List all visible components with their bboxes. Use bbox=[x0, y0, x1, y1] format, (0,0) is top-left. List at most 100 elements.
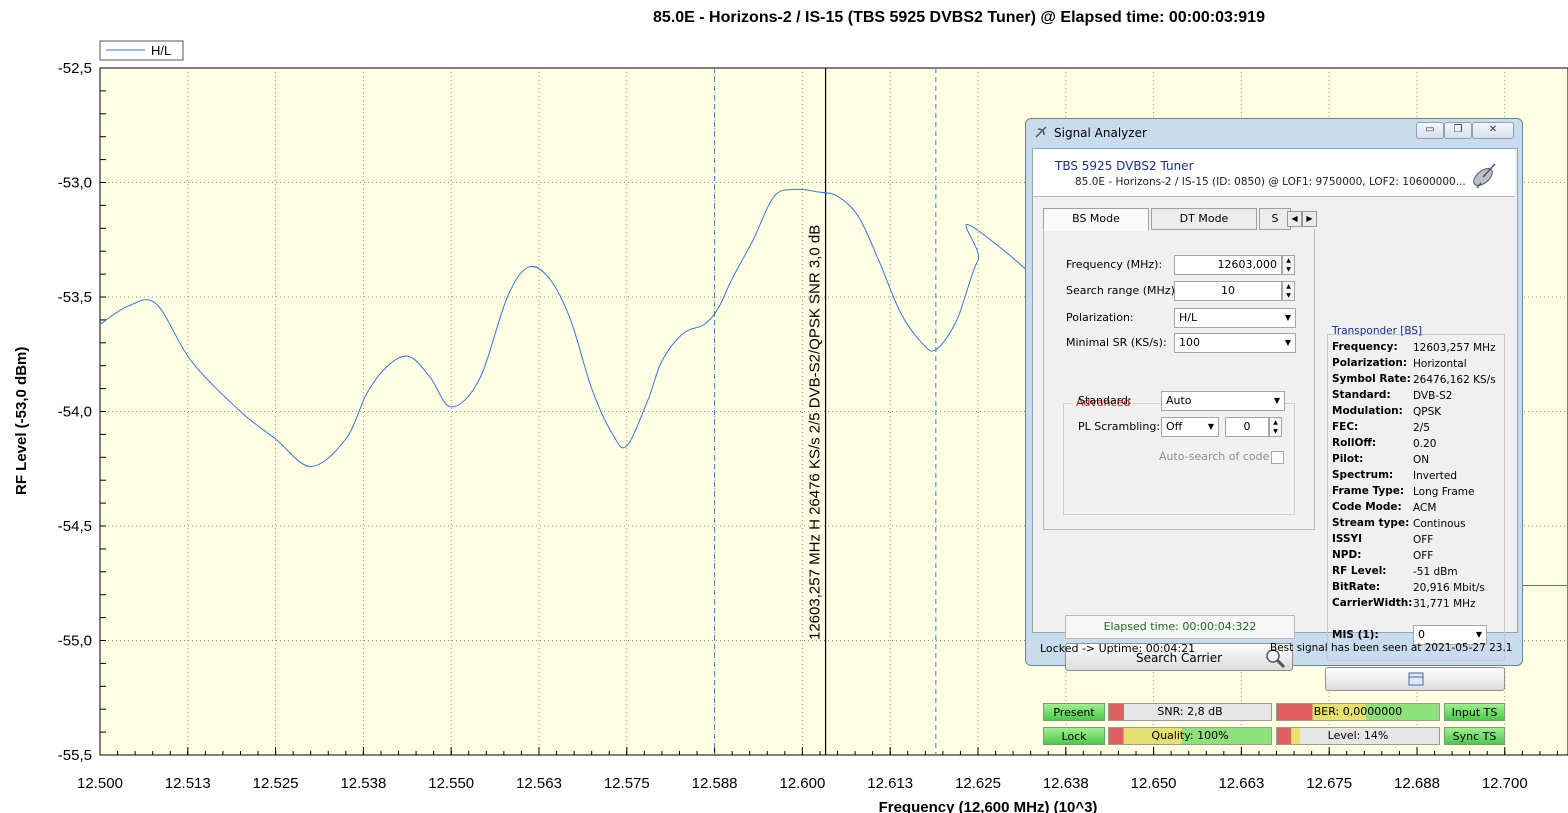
snr-bar: SNR: 2,8 dB bbox=[1108, 703, 1272, 721]
chevron-down-icon: ▼ bbox=[1475, 630, 1482, 639]
mis-label: MIS (1): bbox=[1332, 629, 1379, 641]
search-range-spinner[interactable]: ▲ ▼ bbox=[1282, 281, 1295, 301]
transponder-value: Horizontal bbox=[1413, 358, 1467, 370]
transponder-key: Frequency: bbox=[1332, 341, 1398, 353]
transponder-value: Continous bbox=[1413, 518, 1466, 530]
mis-select[interactable]: 0 ▼ bbox=[1413, 625, 1487, 645]
pl-scrambling-mode: Off bbox=[1166, 420, 1183, 433]
close-button[interactable]: ✕ bbox=[1472, 122, 1514, 139]
tab-scroll-right-icon[interactable]: ▶ bbox=[1302, 211, 1317, 227]
x-tick-label: 12.513 bbox=[165, 775, 211, 792]
y-tick-label: -54,0 bbox=[58, 404, 92, 421]
y-axis-label: RF Level (-53,0 dBm) bbox=[13, 347, 30, 495]
x-tick-label: 12.563 bbox=[516, 775, 562, 792]
search-carrier-button[interactable]: Search Carrier bbox=[1065, 643, 1293, 671]
transponder-key: ISSYI bbox=[1332, 533, 1363, 545]
axis-ticks: -52,5 -53,0 -53,5 -54,0 -54,5 -55,0 -55,5 12.50… bbox=[58, 60, 1558, 792]
input-ts-indicator: Input TS bbox=[1444, 703, 1505, 721]
transponder-value: 31,771 MHz bbox=[1413, 598, 1476, 610]
pl-scrambling-input[interactable]: 0 bbox=[1225, 417, 1269, 437]
x-tick-label: 12.638 bbox=[1043, 775, 1089, 792]
transponder-value: -51 dBm bbox=[1413, 566, 1458, 578]
polarization-label: Polarization: bbox=[1066, 311, 1134, 324]
snr-label: SNR: 2,8 dB bbox=[1157, 705, 1223, 718]
transponder-value: Inverted bbox=[1413, 470, 1457, 482]
transponder-value: ON bbox=[1413, 454, 1430, 466]
tab-bs-mode[interactable]: BS Mode bbox=[1043, 208, 1149, 231]
transponder-key: CarrierWidth: bbox=[1332, 597, 1413, 609]
transponder-key: Spectrum: bbox=[1332, 469, 1394, 481]
pl-scrambling-select[interactable]: Off ▼ bbox=[1161, 417, 1219, 437]
polarization-value: H/L bbox=[1179, 311, 1198, 324]
search-range-input[interactable]: 10 bbox=[1174, 281, 1282, 301]
legend: H/L bbox=[99, 40, 184, 61]
panel-toggle-button[interactable] bbox=[1325, 667, 1505, 691]
x-tick-label: 12.650 bbox=[1131, 775, 1177, 792]
frequency-input[interactable]: 12603,000 bbox=[1174, 255, 1282, 275]
minimal-sr-select[interactable]: 100 ▼ bbox=[1174, 333, 1296, 353]
signal-analyzer-window[interactable]: Signal Analyzer ▭ ❐ ✕ TBS 5925 DVBS2 Tun… bbox=[1025, 118, 1523, 745]
transponder-value: 12603,257 MHz bbox=[1413, 342, 1496, 354]
transponder-key: Frame Type: bbox=[1332, 485, 1405, 497]
standard-label: Standard: bbox=[1078, 394, 1132, 407]
autosearch-checkbox[interactable] bbox=[1271, 451, 1284, 464]
x-axis-label: Frequency (12,600 MHz) (10^3) bbox=[879, 799, 1098, 813]
transponder-key: RollOff: bbox=[1332, 437, 1377, 449]
search-icon bbox=[1266, 649, 1286, 669]
search-range-label: Search range (MHz): bbox=[1066, 284, 1179, 297]
tuner-header: TBS 5925 DVBS2 Tuner 85.0E - Horizons-2 … bbox=[1033, 149, 1515, 197]
frequency-spinner[interactable]: ▲ ▼ bbox=[1282, 255, 1295, 275]
x-tick-label: 12.500 bbox=[77, 775, 123, 792]
transponder-frame bbox=[1327, 334, 1505, 661]
y-tick-label: -52,5 bbox=[58, 60, 92, 77]
transponder-key: Standard: bbox=[1332, 389, 1391, 401]
tab-s[interactable]: S bbox=[1259, 208, 1291, 230]
chevron-down-icon: ▼ bbox=[1207, 422, 1214, 431]
transponder-value: OFF bbox=[1413, 550, 1434, 562]
transponder-title: Transponder [BS] bbox=[1332, 325, 1423, 337]
legend-label: H/L bbox=[151, 43, 171, 58]
level-label: Level: 14% bbox=[1327, 729, 1389, 742]
status-uptime: Locked -> Uptime: 00:04:21 bbox=[1040, 642, 1196, 655]
x-tick-label: 12.525 bbox=[253, 775, 299, 792]
standard-select[interactable]: Auto ▼ bbox=[1161, 391, 1285, 411]
transponder-key: BitRate: bbox=[1332, 581, 1381, 593]
minimize-button[interactable]: ▭ bbox=[1416, 122, 1444, 139]
mis-value: 0 bbox=[1418, 628, 1425, 641]
satellite-icon bbox=[1035, 126, 1047, 138]
transponder-key: Symbol Rate: bbox=[1332, 373, 1411, 385]
y-tick-label: -53,0 bbox=[58, 175, 92, 192]
pl-scrambling-spinner[interactable]: ▲ ▼ bbox=[1269, 417, 1282, 437]
restore-button[interactable]: ❐ bbox=[1444, 122, 1472, 139]
tuner-info: 85.0E - Horizons-2 / IS-15 (ID: 0850) @ … bbox=[1075, 176, 1466, 188]
transponder-value: DVB-S2 bbox=[1413, 390, 1453, 402]
transponder-key: FEC: bbox=[1332, 421, 1359, 433]
present-indicator: Present bbox=[1043, 703, 1105, 721]
transponder-value: QPSK bbox=[1413, 406, 1442, 418]
bs-mode-panel bbox=[1043, 229, 1315, 530]
x-tick-label: 12.663 bbox=[1218, 775, 1264, 792]
x-tick-label: 12.600 bbox=[779, 775, 825, 792]
ber-label: BER: 0,0000000 bbox=[1313, 705, 1403, 718]
chevron-down-icon: ▼ bbox=[1273, 396, 1280, 405]
x-tick-label: 12.688 bbox=[1394, 775, 1440, 792]
transponder-key: NPD: bbox=[1332, 549, 1362, 561]
transponder-value: ACM bbox=[1413, 502, 1437, 514]
elapsed-time: Elapsed time: 00:00:04:322 bbox=[1065, 615, 1295, 639]
minimal-sr-value: 100 bbox=[1179, 336, 1200, 349]
marker-label: 12603,257 MHz H 26476 KS/s 2/5 DVB-S2/QP… bbox=[807, 225, 824, 640]
tab-dt-mode[interactable]: DT Mode bbox=[1151, 208, 1257, 230]
standard-value: Auto bbox=[1166, 394, 1192, 407]
chart-title: 85.0E - Horizons-2 / IS-15 (TBS 5925 DVB… bbox=[653, 9, 1265, 26]
tab-scroll-left-icon[interactable]: ◀ bbox=[1287, 211, 1302, 227]
autosearch-label: Auto-search of code bbox=[1159, 450, 1270, 463]
y-tick-label: -54,5 bbox=[58, 518, 92, 535]
status-best-signal: Best signal has been seen at 2021-05-27 … bbox=[1270, 642, 1513, 654]
quality-label: Quality: 100% bbox=[1151, 729, 1229, 742]
x-tick-label: 12.700 bbox=[1482, 775, 1528, 792]
polarization-select[interactable]: H/L ▼ bbox=[1174, 308, 1296, 328]
x-tick-label: 12.538 bbox=[340, 775, 386, 792]
sync-ts-indicator: Sync TS bbox=[1444, 727, 1505, 745]
x-tick-label: 12.588 bbox=[692, 775, 738, 792]
transponder-value: OFF bbox=[1413, 534, 1434, 546]
